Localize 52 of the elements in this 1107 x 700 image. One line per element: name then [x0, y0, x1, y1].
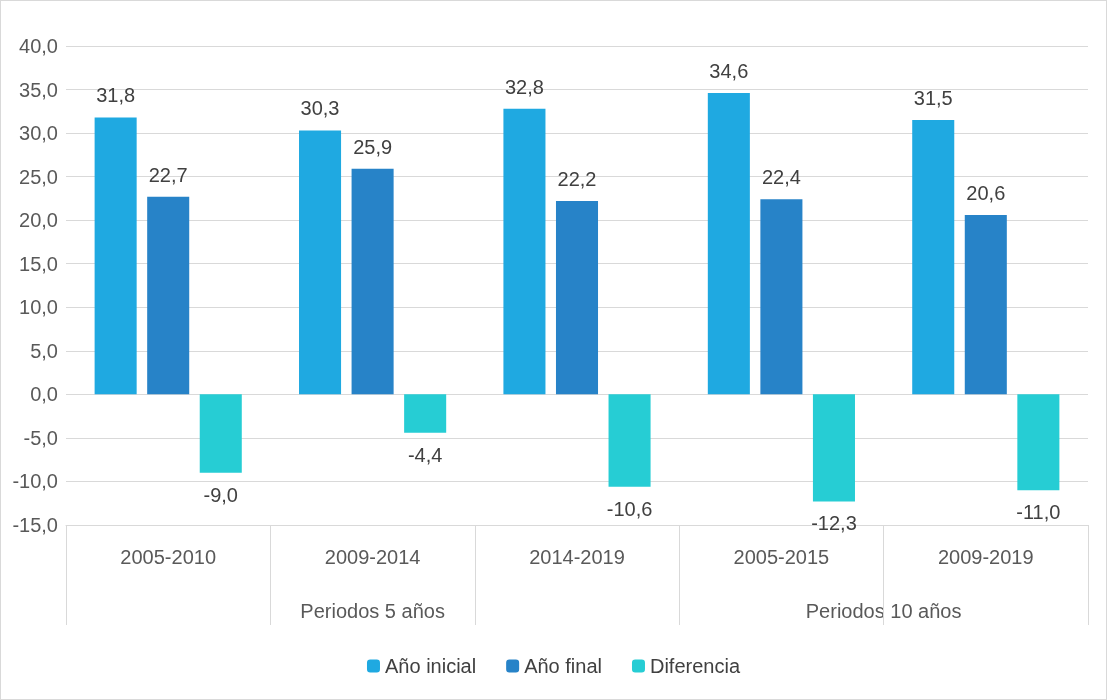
- legend-label: Año final: [524, 655, 602, 677]
- y-tick-label: 35,0: [19, 78, 58, 101]
- data-label: 34,6: [709, 60, 749, 83]
- x-tick-label: 2014-2019: [529, 546, 625, 568]
- data-label: -9,0: [203, 483, 238, 506]
- data-label: 20,6: [966, 181, 1006, 204]
- bar: [964, 214, 1007, 395]
- y-tick-label: -5,0: [23, 426, 58, 449]
- data-label: 30,3: [300, 97, 340, 120]
- bar: [199, 394, 242, 473]
- y-tick-label: 10,0: [19, 296, 58, 319]
- bar: [555, 201, 599, 395]
- data-label: 22,2: [557, 168, 597, 191]
- bar: [299, 130, 342, 395]
- data-label: 22,7: [148, 163, 188, 186]
- bar: [503, 108, 546, 395]
- y-tick-label: 30,0: [19, 122, 58, 145]
- y-tick-label: 25,0: [19, 165, 58, 188]
- bar: [147, 196, 190, 395]
- y-tick-label: 20,0: [19, 209, 58, 232]
- bar: [707, 93, 750, 395]
- data-label: -12,3: [811, 512, 857, 535]
- x-tick-label: 2009-2014: [324, 546, 421, 568]
- y-tick-label: -15,0: [12, 514, 58, 536]
- x-tick-label: 2005-2010: [120, 546, 217, 568]
- bar: [404, 394, 447, 433]
- bar: [94, 117, 137, 395]
- legend-label: Diferencia: [649, 655, 741, 677]
- y-tick-label: 0,0: [30, 383, 58, 406]
- bar: [351, 168, 394, 395]
- x-tick-label: 2005-2015: [733, 546, 830, 568]
- x-tick-label: 2009-2019: [937, 546, 1034, 568]
- legend-label: Año inicial: [384, 655, 477, 677]
- data-label: -10,6: [606, 497, 653, 520]
- bar: [760, 199, 803, 395]
- bar: [912, 120, 955, 395]
- data-label: 32,8: [504, 75, 544, 98]
- y-tick-label: 15,0: [19, 252, 58, 275]
- y-tick-label: 5,0: [30, 339, 58, 362]
- y-tick-label: -10,0: [12, 470, 58, 493]
- data-label: 25,9: [353, 135, 393, 158]
- text: Periodos 10 años: [805, 600, 962, 622]
- data-label: -4,4: [407, 443, 443, 466]
- y-tick-label: 40,0: [19, 35, 58, 57]
- data-label: 31,8: [96, 84, 136, 107]
- bar: [812, 394, 855, 502]
- bar: [1017, 394, 1060, 491]
- data-label: 31,5: [913, 87, 953, 110]
- data-label: -11,0: [1016, 501, 1061, 524]
- data-label: 22,4: [761, 166, 801, 189]
- text: Periodos 5 años: [300, 600, 445, 622]
- bar: [608, 394, 651, 487]
